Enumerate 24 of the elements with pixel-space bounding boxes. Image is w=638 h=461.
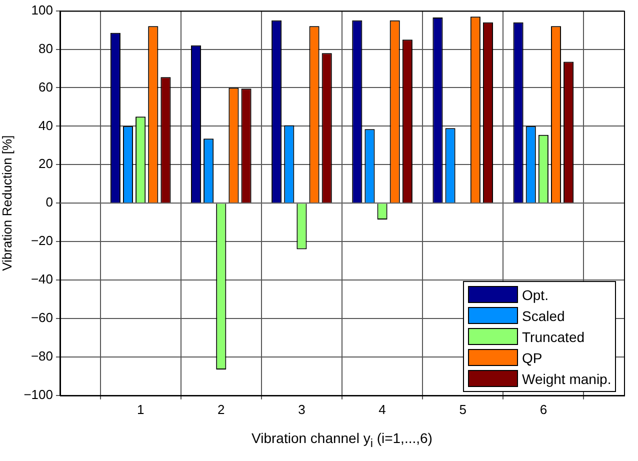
y-tick-label: 40 [38,118,53,133]
x-tick-label: 1 [136,402,144,417]
y-tick-label: 80 [38,40,53,56]
x-tick-label: 2 [218,402,225,417]
y-axis-title: Vibration Reduction [%] [0,135,14,271]
y-tick-label: 100 [31,2,53,18]
legend-label: Weight manip. [522,370,612,387]
y-tick-label: 20 [38,156,53,172]
legend-label: Opt. [522,286,548,303]
y-tick-label: −80 [30,348,53,364]
y-tick-label: −40 [30,272,53,287]
y-tick-label: −20 [30,233,53,248]
legend-label: Truncated [522,328,585,345]
x-tick-label: 6 [540,402,548,417]
x-tick-label: 5 [459,402,466,417]
legend-label: Scaled [522,308,565,324]
y-tick-label: −60 [30,310,53,326]
y-tick-label: −100 [24,386,53,402]
x-tick-label: 3 [298,402,306,417]
legend-label: QP [522,350,542,366]
x-axis-title: Vibration channel y$_{i}$ (i=1,...,6) [250,430,434,450]
y-tick-label: 0 [46,194,53,210]
y-tick-label: 60 [38,79,53,94]
x-tick-label: 4 [378,402,386,417]
